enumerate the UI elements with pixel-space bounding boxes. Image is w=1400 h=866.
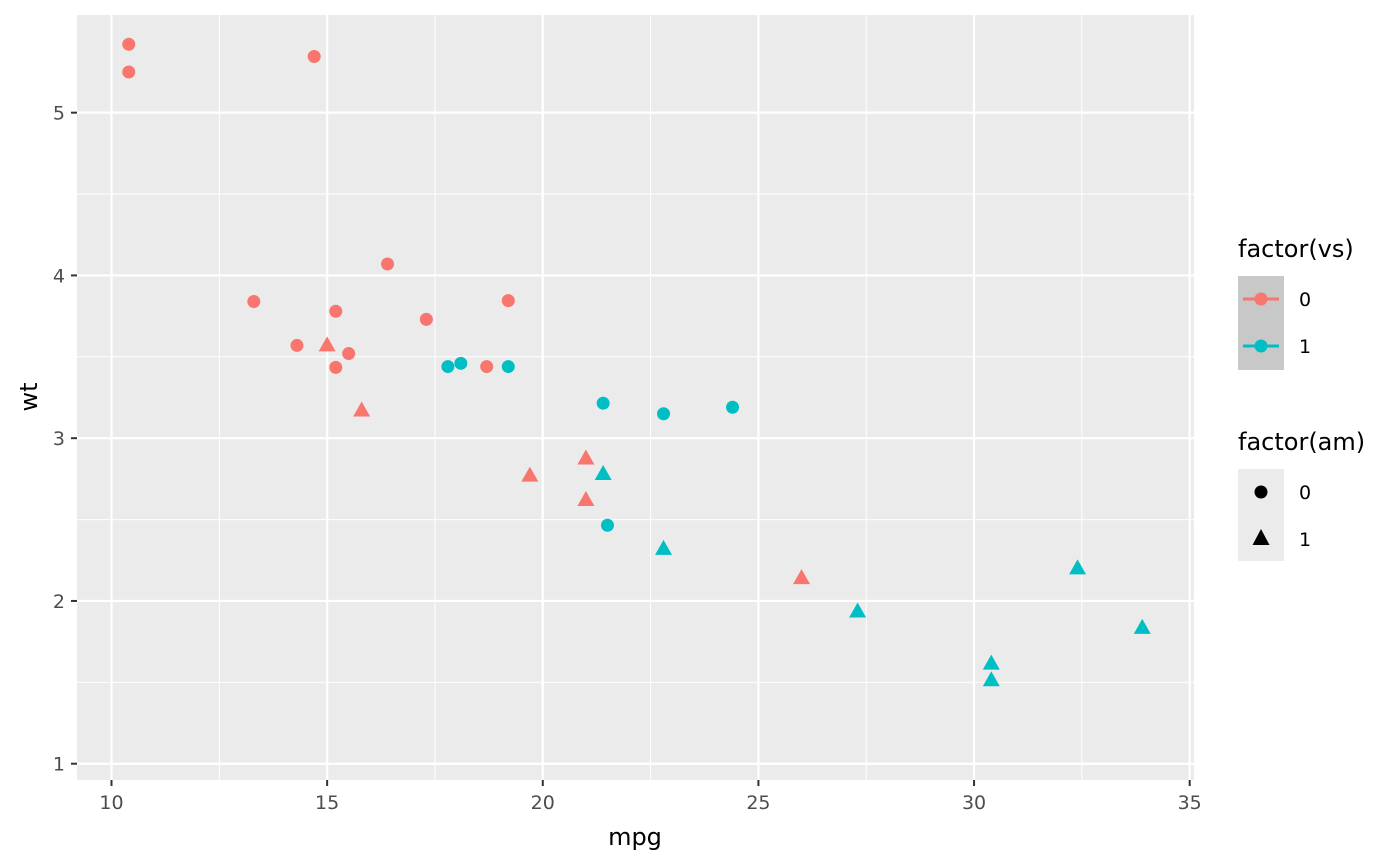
y-tick-label: 4 bbox=[53, 265, 65, 287]
x-tick-label: 20 bbox=[531, 792, 555, 814]
data-point-circle bbox=[600, 518, 614, 532]
data-point-triangle bbox=[982, 654, 1000, 670]
data-points bbox=[122, 37, 1151, 687]
legend-shape-key-circle bbox=[1254, 485, 1268, 499]
legend-shape-key-bg bbox=[1238, 469, 1284, 561]
data-point-triangle bbox=[793, 569, 811, 585]
data-point-triangle bbox=[353, 401, 371, 417]
x-tick-label: 30 bbox=[962, 792, 986, 814]
legend-color-title: factor(vs) bbox=[1238, 235, 1354, 263]
data-point-circle bbox=[501, 360, 515, 374]
legend-shape-title: factor(am) bbox=[1238, 428, 1365, 456]
data-point-triangle bbox=[1069, 559, 1087, 575]
data-point-circle bbox=[657, 407, 671, 421]
data-point-circle bbox=[247, 294, 261, 308]
data-point-circle bbox=[122, 65, 136, 79]
data-point-triangle bbox=[594, 465, 612, 480]
data-point-circle bbox=[329, 360, 343, 374]
data-point-circle bbox=[441, 360, 455, 374]
data-point-circle bbox=[501, 294, 515, 308]
data-point-circle bbox=[307, 50, 321, 64]
data-point-circle bbox=[596, 396, 610, 410]
legend-shape: factor(am) 0 1 bbox=[1238, 428, 1365, 561]
minor-gridlines bbox=[77, 15, 1194, 780]
data-point-circle bbox=[342, 347, 356, 361]
y-tick-label: 2 bbox=[53, 591, 65, 613]
data-point-triangle bbox=[318, 336, 336, 352]
y-tick-label: 1 bbox=[53, 754, 65, 776]
data-point-triangle bbox=[521, 466, 539, 482]
data-point-circle bbox=[122, 37, 136, 51]
x-tick-label: 15 bbox=[315, 792, 339, 814]
data-point-triangle bbox=[849, 602, 867, 618]
data-point-circle bbox=[329, 304, 343, 318]
data-point-circle bbox=[726, 400, 740, 414]
y-tick-label: 5 bbox=[53, 103, 65, 125]
data-point-triangle bbox=[655, 539, 673, 555]
legend-color-label-1: 1 bbox=[1299, 336, 1311, 358]
legend-shape-key-triangle bbox=[1252, 529, 1270, 545]
data-point-triangle bbox=[982, 671, 1000, 687]
legend-color-key-bg bbox=[1238, 276, 1284, 370]
legend-shape-label-1: 1 bbox=[1299, 529, 1311, 551]
legend-color-key-0 bbox=[1243, 292, 1279, 306]
plot-panel bbox=[77, 15, 1194, 780]
legend-color: factor(vs) 0 1 bbox=[1238, 235, 1354, 370]
data-point-circle bbox=[381, 257, 395, 271]
data-point-triangle bbox=[1133, 618, 1151, 634]
data-point-circle bbox=[480, 360, 494, 374]
major-gridlines bbox=[77, 15, 1194, 780]
x-tick-label: 35 bbox=[1178, 792, 1202, 814]
x-tick-label: 25 bbox=[746, 792, 770, 814]
legend-shape-label-0: 0 bbox=[1299, 482, 1311, 504]
legend-color-key-1 bbox=[1243, 339, 1279, 353]
y-axis-title: wt bbox=[15, 382, 43, 411]
data-point-circle bbox=[419, 312, 433, 326]
data-point-triangle bbox=[577, 449, 595, 465]
data-point-circle bbox=[454, 356, 468, 370]
x-tick-label: 10 bbox=[99, 792, 123, 814]
legend-color-label-0: 0 bbox=[1299, 289, 1311, 311]
axes: 10 15 20 25 30 35 1 2 3 4 5 bbox=[53, 103, 1202, 814]
y-tick-label: 3 bbox=[53, 428, 65, 450]
data-point-triangle bbox=[577, 491, 595, 507]
data-point-circle bbox=[290, 338, 304, 352]
x-axis-title: mpg bbox=[608, 823, 662, 851]
